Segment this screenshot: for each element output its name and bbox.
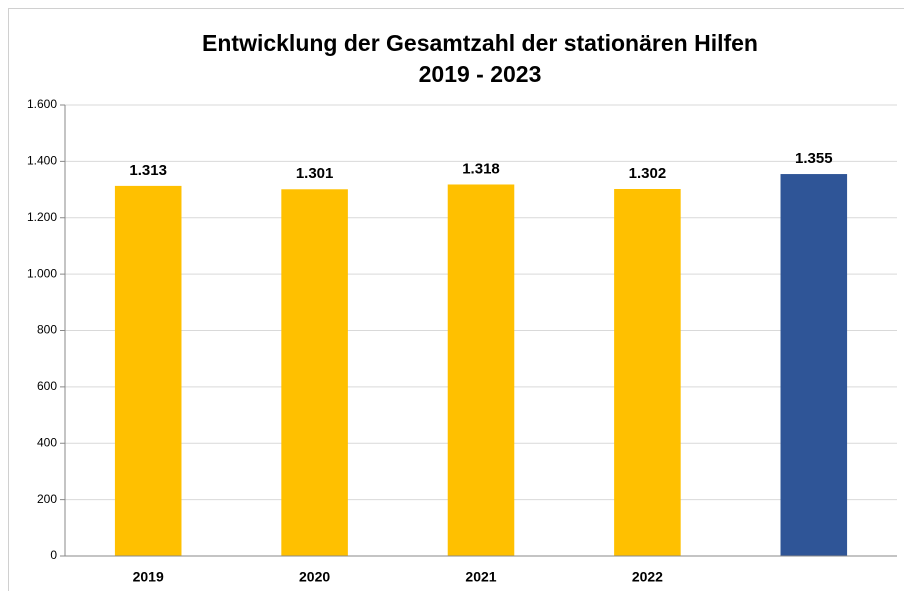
x-tick-label: 2019 xyxy=(133,569,164,585)
y-tick-label: 200 xyxy=(37,492,57,506)
chart-subtitle: 2019 - 2023 xyxy=(419,61,542,87)
y-tick-label: 1.200 xyxy=(27,210,57,224)
y-tick-label: 0 xyxy=(50,548,57,562)
y-tick-label: 800 xyxy=(37,323,57,337)
bar xyxy=(614,188,681,556)
y-tick-label: 1.400 xyxy=(27,154,57,168)
y-tick-label: 1.000 xyxy=(27,266,57,280)
value-label: 1.313 xyxy=(129,162,167,179)
value-label: 1.301 xyxy=(296,165,334,182)
value-label: 1.318 xyxy=(462,160,500,177)
bar xyxy=(780,174,848,556)
y-tick-label: 600 xyxy=(37,379,57,393)
chart-border xyxy=(8,8,904,591)
y-tick-label: 1.600 xyxy=(27,97,57,111)
x-tick-label: 2021 xyxy=(465,569,496,585)
x-tick-label: 2022 xyxy=(632,569,663,585)
x-tick-label: 2020 xyxy=(299,569,330,585)
bar xyxy=(447,184,515,556)
bar xyxy=(281,189,348,556)
value-label: 1.302 xyxy=(629,165,667,182)
value-label: 1.355 xyxy=(795,150,833,167)
y-tick-label: 400 xyxy=(37,435,57,449)
bar xyxy=(114,185,182,556)
chart-title: Entwicklung der Gesamtzahl der stationär… xyxy=(202,30,758,56)
